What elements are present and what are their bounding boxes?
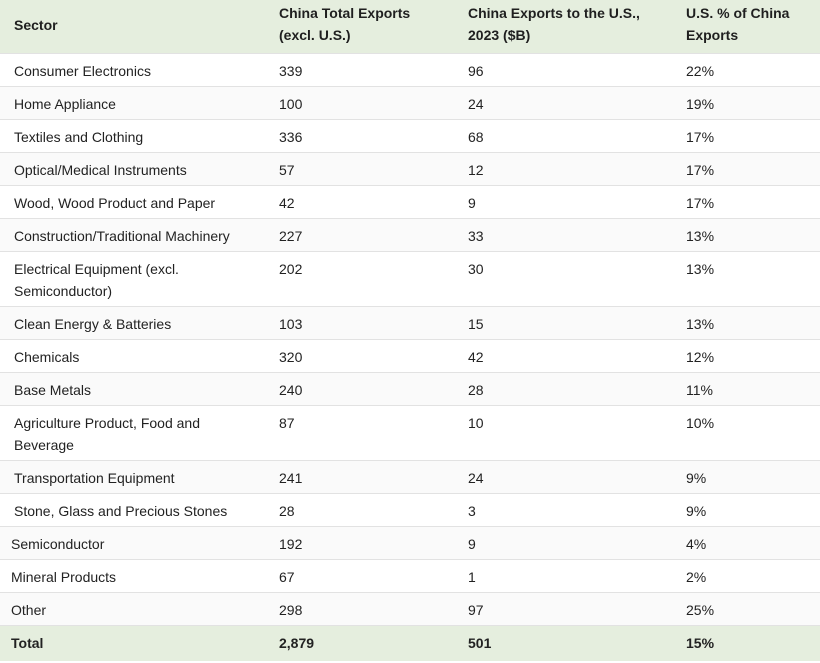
cell-exports-us: 12 (456, 152, 674, 186)
cell-total-exports: 42 (267, 185, 456, 219)
cell-us-pct: 17% (674, 185, 820, 219)
cell-exports-us: 96 (456, 53, 674, 87)
cell-us-pct: 12% (674, 339, 820, 373)
table-row: Construction/Traditional Machinery 227 3… (0, 218, 820, 252)
table-row: Consumer Electronics 339 96 22% (0, 53, 820, 87)
cell-sector: Chemicals (0, 339, 267, 373)
cell-sector: Home Appliance (0, 86, 267, 120)
cell-sector: Mineral Products (0, 559, 267, 593)
cell-sector: Stone, Glass and Precious Stones (0, 493, 267, 527)
total-exports-us-value: 501 (456, 625, 674, 661)
cell-total-exports: 339 (267, 53, 456, 87)
total-us-pct-value: 15% (674, 625, 820, 661)
cell-exports-us: 28 (456, 372, 674, 406)
cell-exports-us: 42 (456, 339, 674, 373)
table-row: Textiles and Clothing 336 68 17% (0, 119, 820, 153)
table-row: Base Metals 240 28 11% (0, 372, 820, 406)
cell-exports-us: 9 (456, 185, 674, 219)
cell-exports-us: 33 (456, 218, 674, 252)
cell-exports-us: 68 (456, 119, 674, 153)
cell-sector: Consumer Electronics (0, 53, 267, 87)
cell-sector: Other (0, 592, 267, 626)
header-total-exports: China Total Exports (excl. U.S.) (267, 0, 456, 54)
table-row: Semiconductor 192 9 4% (0, 526, 820, 560)
cell-sector: Textiles and Clothing (0, 119, 267, 153)
cell-sector: Optical/Medical Instruments (0, 152, 267, 186)
cell-us-pct: 13% (674, 306, 820, 340)
cell-us-pct: 13% (674, 218, 820, 252)
header-us-pct: U.S. % of China Exports (674, 0, 820, 54)
table-row: Agriculture Product, Food and Beverage 8… (0, 405, 820, 461)
cell-exports-us: 97 (456, 592, 674, 626)
cell-us-pct: 9% (674, 493, 820, 527)
table-row: Home Appliance 100 24 19% (0, 86, 820, 120)
cell-us-pct: 9% (674, 460, 820, 494)
cell-total-exports: 227 (267, 218, 456, 252)
cell-sector: Transportation Equipment (0, 460, 267, 494)
table-row: Clean Energy & Batteries 103 15 13% (0, 306, 820, 340)
cell-us-pct: 19% (674, 86, 820, 120)
cell-exports-us: 10 (456, 405, 674, 461)
cell-sector: Wood, Wood Product and Paper (0, 185, 267, 219)
cell-total-exports: 298 (267, 592, 456, 626)
cell-total-exports: 336 (267, 119, 456, 153)
cell-sector: Semiconductor (0, 526, 267, 560)
cell-exports-us: 24 (456, 86, 674, 120)
total-label: Total (0, 625, 267, 661)
total-exports-value: 2,879 (267, 625, 456, 661)
header-exports-us: China Exports to the U.S., 2023 ($B) (456, 0, 674, 54)
table-row: Mineral Products 67 1 2% (0, 559, 820, 593)
cell-exports-us: 9 (456, 526, 674, 560)
cell-sector: Clean Energy & Batteries (0, 306, 267, 340)
cell-us-pct: 11% (674, 372, 820, 406)
cell-exports-us: 24 (456, 460, 674, 494)
cell-total-exports: 240 (267, 372, 456, 406)
cell-total-exports: 57 (267, 152, 456, 186)
table-row: Stone, Glass and Precious Stones 28 3 9% (0, 493, 820, 527)
cell-us-pct: 17% (674, 152, 820, 186)
table-row: Other 298 97 25% (0, 592, 820, 626)
cell-sector: Construction/Traditional Machinery (0, 218, 267, 252)
cell-total-exports: 67 (267, 559, 456, 593)
cell-total-exports: 28 (267, 493, 456, 527)
cell-us-pct: 17% (674, 119, 820, 153)
cell-sector: Base Metals (0, 372, 267, 406)
cell-exports-us: 1 (456, 559, 674, 593)
cell-total-exports: 87 (267, 405, 456, 461)
table-row: Electrical Equipment (excl. Semiconducto… (0, 251, 820, 307)
cell-exports-us: 15 (456, 306, 674, 340)
cell-us-pct: 2% (674, 559, 820, 593)
table-header-row: Sector China Total Exports (excl. U.S.) … (0, 0, 820, 54)
table-row: Wood, Wood Product and Paper 42 9 17% (0, 185, 820, 219)
header-sector: Sector (0, 0, 267, 54)
table-row: Chemicals 320 42 12% (0, 339, 820, 373)
cell-total-exports: 320 (267, 339, 456, 373)
cell-exports-us: 30 (456, 251, 674, 307)
cell-us-pct: 25% (674, 592, 820, 626)
cell-sector: Electrical Equipment (excl. Semiconducto… (0, 251, 267, 307)
cell-total-exports: 202 (267, 251, 456, 307)
cell-total-exports: 192 (267, 526, 456, 560)
cell-total-exports: 241 (267, 460, 456, 494)
table-row: Transportation Equipment 241 24 9% (0, 460, 820, 494)
table-row: Optical/Medical Instruments 57 12 17% (0, 152, 820, 186)
cell-us-pct: 13% (674, 251, 820, 307)
cell-us-pct: 4% (674, 526, 820, 560)
cell-total-exports: 100 (267, 86, 456, 120)
cell-us-pct: 10% (674, 405, 820, 461)
cell-exports-us: 3 (456, 493, 674, 527)
cell-sector: Agriculture Product, Food and Beverage (0, 405, 267, 461)
cell-us-pct: 22% (674, 53, 820, 87)
cell-total-exports: 103 (267, 306, 456, 340)
total-row: Total 2,879 501 15% (0, 625, 820, 661)
